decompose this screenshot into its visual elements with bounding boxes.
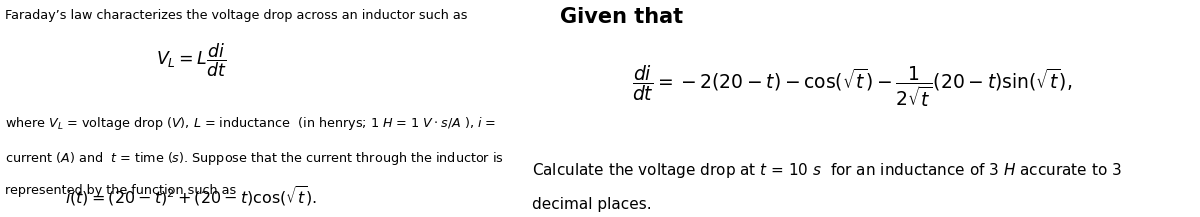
Text: current ($A$) and  $t$ = time ($s$). Suppose that the current through the induct: current ($A$) and $t$ = time ($s$). Supp… (5, 150, 504, 167)
Text: Calculate the voltage drop at $t$ = 10 $s$  for an inductance of 3 $H$ accurate : Calculate the voltage drop at $t$ = 10 $… (532, 161, 1122, 180)
Text: Faraday’s law characterizes the voltage drop across an inductor such as: Faraday’s law characterizes the voltage … (5, 9, 468, 22)
Text: where $V_L$ = voltage drop ($V$), $L$ = inductance  (in henrys; 1 $H$ = 1 $V \cd: where $V_L$ = voltage drop ($V$), $L$ = … (5, 115, 497, 132)
Text: $V_L = L\dfrac{di}{dt}$: $V_L = L\dfrac{di}{dt}$ (156, 42, 227, 79)
Text: decimal places.: decimal places. (532, 197, 652, 212)
Text: Given that: Given that (559, 7, 683, 26)
Text: represented by the function such as: represented by the function such as (5, 184, 236, 197)
Text: $\dfrac{di}{dt} = -2(20-t) - \cos(\sqrt{t}) - \dfrac{1}{2\sqrt{t}}(20-t)\sin(\sq: $\dfrac{di}{dt} = -2(20-t) - \cos(\sqrt{… (632, 64, 1072, 109)
Text: $i(t) = (20 - t)^2 + (20 - t)\cos(\sqrt{t}).$: $i(t) = (20 - t)^2 + (20 - t)\cos(\sqrt{… (65, 184, 318, 208)
